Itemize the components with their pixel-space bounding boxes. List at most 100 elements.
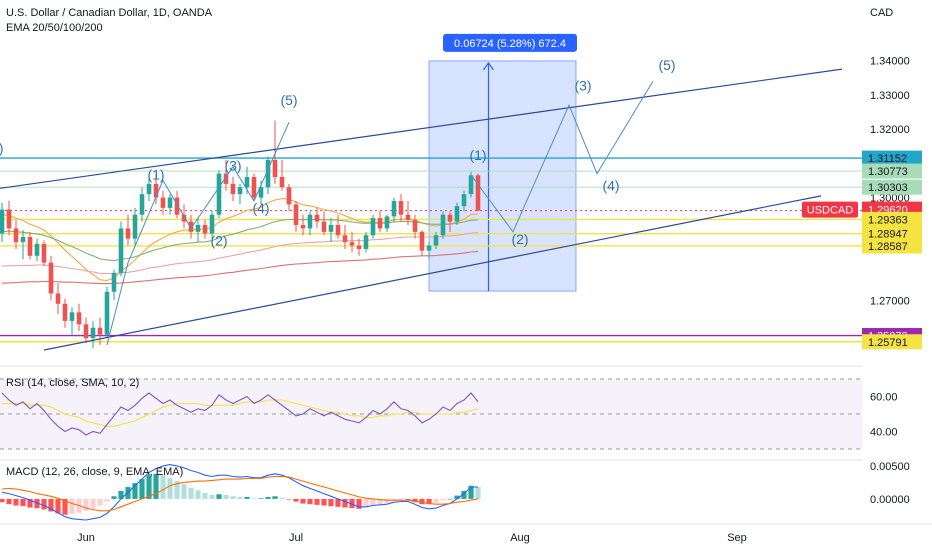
macd-histogram-bar (139, 479, 145, 499)
elliott-impulse-path (106, 121, 290, 346)
candle (321, 221, 327, 232)
macd-histogram-bar (90, 498, 96, 509)
price-axis-tick-2: 1.32000 (870, 124, 910, 136)
macd-histogram-bar (321, 498, 327, 506)
macd-histogram-bar (34, 498, 40, 509)
macd-histogram-bar (55, 498, 61, 514)
macd-histogram-bar (286, 498, 292, 500)
candle (41, 243, 47, 263)
macd-histogram-bar (293, 498, 299, 502)
macd-histogram-bar (307, 498, 313, 505)
macd-histogram-bar (328, 498, 334, 507)
candle (328, 224, 334, 232)
candle (90, 327, 96, 339)
rsi-rsi-line (1, 392, 479, 436)
time-axis-label-0: Jun (77, 532, 95, 544)
candle (55, 293, 61, 304)
level-label-box-6 (862, 238, 922, 254)
macd-signal-line (1, 475, 479, 512)
macd-histogram-bar (237, 496, 243, 499)
macd-histogram-bar (363, 498, 369, 508)
measure-arrow-head (483, 61, 494, 71)
macd-histogram-bar (41, 498, 47, 510)
price-range-measure-box (428, 60, 577, 292)
macd-histogram-bar (20, 498, 26, 507)
macd-histogram-bar (27, 498, 33, 508)
macd-histogram-bar (419, 498, 425, 505)
macd-histogram-bar (223, 494, 229, 499)
candle (377, 218, 383, 229)
candle (69, 312, 75, 321)
candle (265, 159, 271, 188)
wave-label-0: (5) (0, 140, 4, 156)
candle (125, 228, 131, 239)
macd-histogram-bar (0, 498, 5, 503)
candle (139, 194, 145, 215)
macd-histogram-bar (251, 498, 257, 499)
candle (335, 224, 341, 236)
wave-label-10: (5) (658, 57, 675, 73)
ema-line-ema-100 (1, 231, 479, 275)
candle (258, 187, 264, 198)
candle (433, 235, 439, 246)
candle (293, 204, 299, 225)
macd-histogram-bar (181, 484, 187, 499)
macd-histogram-bar (48, 498, 54, 512)
candle (20, 236, 26, 243)
macd-histogram-bar (202, 492, 208, 499)
macd-histogram-bar (265, 496, 271, 499)
wave-label-3: (3) (224, 158, 241, 174)
macd-histogram-bar (433, 498, 439, 503)
wave-label-4: (4) (252, 200, 269, 216)
candle (370, 218, 376, 236)
macd-histogram-bar (377, 498, 383, 505)
macd-histogram-bar (132, 483, 138, 499)
macd-histogram-bar (230, 496, 236, 499)
macd-histogram-bar (104, 498, 110, 502)
candle (27, 236, 33, 256)
macd-histogram-bar (209, 494, 215, 499)
candle (48, 262, 54, 294)
wave-label-1: (1) (147, 166, 164, 182)
macd-histogram-bar (314, 498, 320, 505)
macd-histogram-bar (174, 481, 180, 499)
candle (419, 231, 425, 251)
rsi-axis-tick-1: 40.00 (870, 427, 898, 439)
macd-axis-tick-0: 0.00500 (870, 461, 910, 473)
candle (314, 214, 320, 222)
candle (132, 214, 138, 239)
candle (272, 159, 278, 178)
candle (342, 235, 348, 243)
macd-histogram-bar (62, 498, 68, 515)
macd-histogram-bar (398, 498, 404, 501)
candle (174, 197, 180, 215)
candle (188, 221, 194, 232)
ema-indicator-label[interactable]: EMA 20/50/100/200 (6, 22, 103, 34)
rsi-indicator-label[interactable]: RSI (14, close, SMA, 10, 2) (6, 377, 140, 389)
candle (153, 183, 159, 198)
measure-label-box (443, 33, 577, 52)
price-axis-tick-1: 1.33000 (870, 90, 910, 102)
candle (237, 187, 243, 195)
macd-histogram-bar (188, 487, 194, 499)
level-label-box-2 (862, 179, 922, 195)
macd-histogram-bar (258, 498, 264, 499)
time-axis-label-2: Aug (510, 532, 530, 544)
candle (62, 303, 68, 321)
macd-histogram-bar (244, 496, 250, 499)
candle (181, 214, 187, 222)
price-axis-tick-3: 1.30000 (870, 193, 910, 205)
macd-histogram-bar (279, 497, 285, 499)
macd-indicator-label[interactable]: MACD (12, 26, close, 9, EMA, EMA) (6, 466, 184, 478)
candle (398, 201, 404, 215)
candle (13, 228, 19, 243)
macd-histogram-bar (69, 498, 75, 515)
candle (118, 228, 124, 273)
macd-histogram-bar (160, 475, 166, 499)
macd-histogram-bar (349, 498, 355, 509)
level-label-box-4 (862, 211, 922, 227)
candle (146, 183, 152, 195)
candle (475, 175, 481, 211)
